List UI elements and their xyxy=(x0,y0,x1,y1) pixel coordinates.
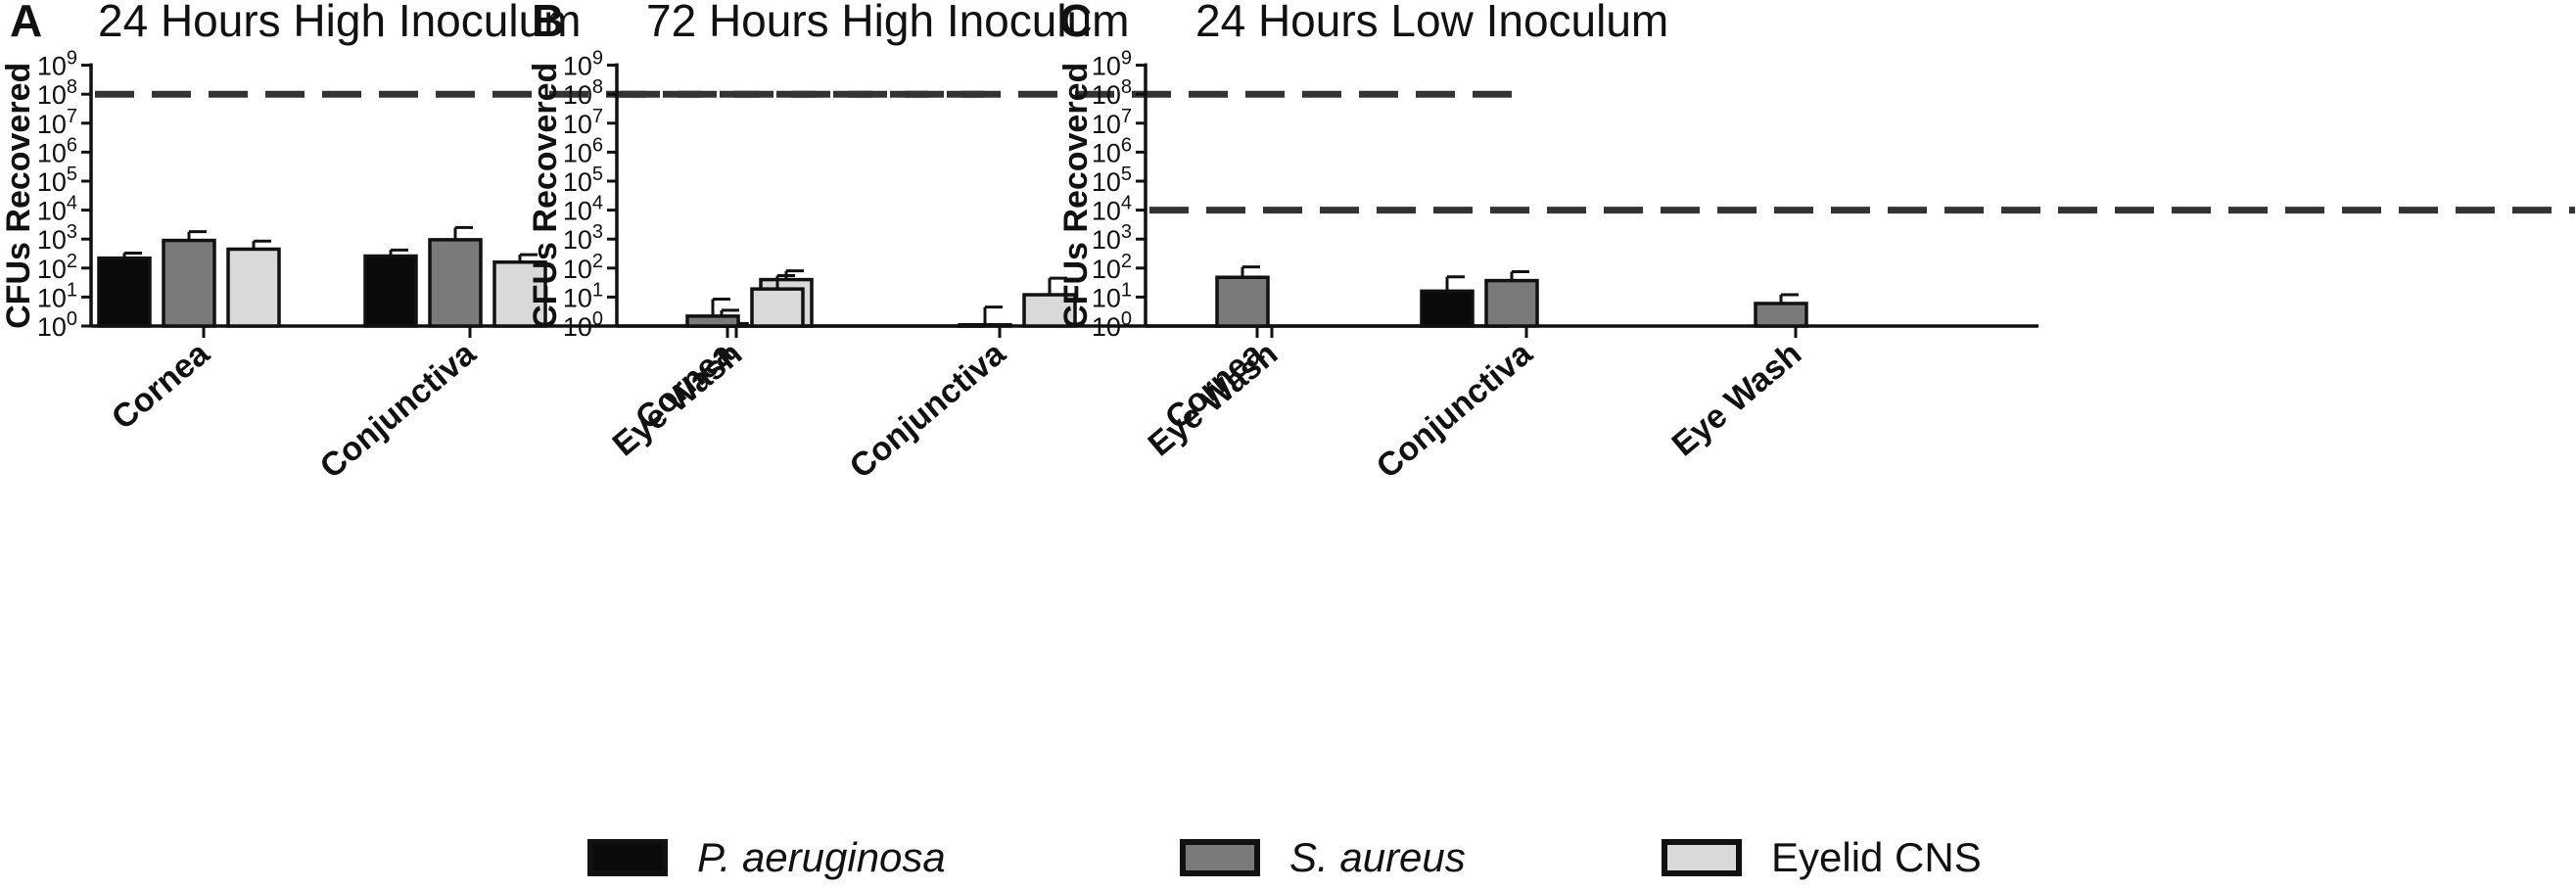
panel-label: C xyxy=(1059,0,1092,46)
y-tick-label: 100 xyxy=(37,308,77,342)
bar-a-0-2 xyxy=(226,247,281,328)
bar-b-1-1 xyxy=(958,323,1012,328)
category-label: Conjunctiva xyxy=(843,334,1013,486)
y-axis-title: CFUs Recovered xyxy=(1057,63,1095,329)
y-tick-label: 101 xyxy=(563,279,603,312)
y-tick-label: 107 xyxy=(563,106,603,139)
y-tick-label: 102 xyxy=(37,251,77,284)
bar-a-0-0 xyxy=(97,256,152,328)
bar-b-0-1 xyxy=(685,314,740,328)
legend: P. aeruginosa S. aureus Eyelid CNS xyxy=(0,828,2576,887)
y-axis-title: CFUs Recovered xyxy=(0,63,37,329)
y-tick-label: 100 xyxy=(1092,308,1132,342)
y-tick-label: 103 xyxy=(563,221,603,255)
y-tick-label: 103 xyxy=(1092,221,1132,255)
y-tick-label: 100 xyxy=(563,308,603,342)
y-tick-label: 106 xyxy=(1092,134,1132,167)
y-axis-title: CFUs Recovered xyxy=(527,63,564,329)
legend-label-s-aureus: S. aureus xyxy=(1289,834,1466,880)
y-tick-label: 109 xyxy=(37,48,77,81)
legend-item-p-aeruginosa: P. aeruginosa xyxy=(587,828,946,887)
panel-label: A xyxy=(10,0,42,46)
y-tick-label: 105 xyxy=(37,164,77,197)
bar-c-1-0 xyxy=(1420,289,1475,328)
y-tick-label: 108 xyxy=(563,76,603,110)
legend-label-eyelid-cns: Eyelid CNS xyxy=(1771,834,1982,880)
y-tick-label: 101 xyxy=(37,279,77,312)
y-tick-label: 106 xyxy=(563,134,603,167)
category-label: Conjunctiva xyxy=(313,334,484,486)
panel-title: 24 Hours High Inoculum xyxy=(98,0,581,46)
legend-swatch-eyelid-cns xyxy=(1662,839,1742,876)
y-tick-label: 104 xyxy=(1092,193,1132,226)
legend-item-eyelid-cns: Eyelid CNS xyxy=(1662,828,1982,887)
bar-a-1-1 xyxy=(428,238,483,328)
panel-title: 72 Hours High Inoculum xyxy=(646,0,1129,46)
y-tick-label: 102 xyxy=(563,251,603,284)
category-label: Eye Wash xyxy=(1665,335,1809,464)
y-tick-label: 104 xyxy=(563,193,603,226)
legend-swatch-p-aeruginosa xyxy=(587,839,668,876)
category-label: Conjunctiva xyxy=(1370,334,1540,486)
y-tick-label: 106 xyxy=(37,134,77,167)
bar-a-1-0 xyxy=(363,254,418,328)
legend-item-s-aureus: S. aureus xyxy=(1180,828,1466,887)
y-tick-label: 109 xyxy=(563,48,603,81)
bar-c-1-1 xyxy=(1484,278,1539,328)
bar-b-0-2 xyxy=(750,287,805,328)
y-tick-label: 104 xyxy=(37,193,77,226)
y-tick-label: 103 xyxy=(37,221,77,255)
category-label: Cornea xyxy=(105,334,217,437)
y-tick-label: 105 xyxy=(1092,164,1132,197)
y-tick-label: 109 xyxy=(1092,48,1132,81)
y-tick-label: 105 xyxy=(563,164,603,197)
panel-title: 24 Hours Low Inoculum xyxy=(1195,0,1668,46)
bar-c-2-1 xyxy=(1754,302,1808,328)
panel-label: B xyxy=(532,0,564,46)
bar-a-0-1 xyxy=(162,238,216,328)
y-tick-label: 107 xyxy=(1092,106,1132,139)
legend-label-p-aeruginosa: P. aeruginosa xyxy=(697,834,946,880)
bar-c-0-1 xyxy=(1215,275,1270,328)
y-tick-label: 107 xyxy=(37,106,77,139)
category-label: Cornea xyxy=(629,334,741,437)
y-tick-label: 102 xyxy=(1092,251,1132,284)
y-tick-label: 101 xyxy=(1092,279,1132,312)
legend-swatch-s-aureus xyxy=(1180,839,1260,876)
y-tick-label: 108 xyxy=(37,76,77,110)
y-tick-label: 108 xyxy=(1092,76,1132,110)
